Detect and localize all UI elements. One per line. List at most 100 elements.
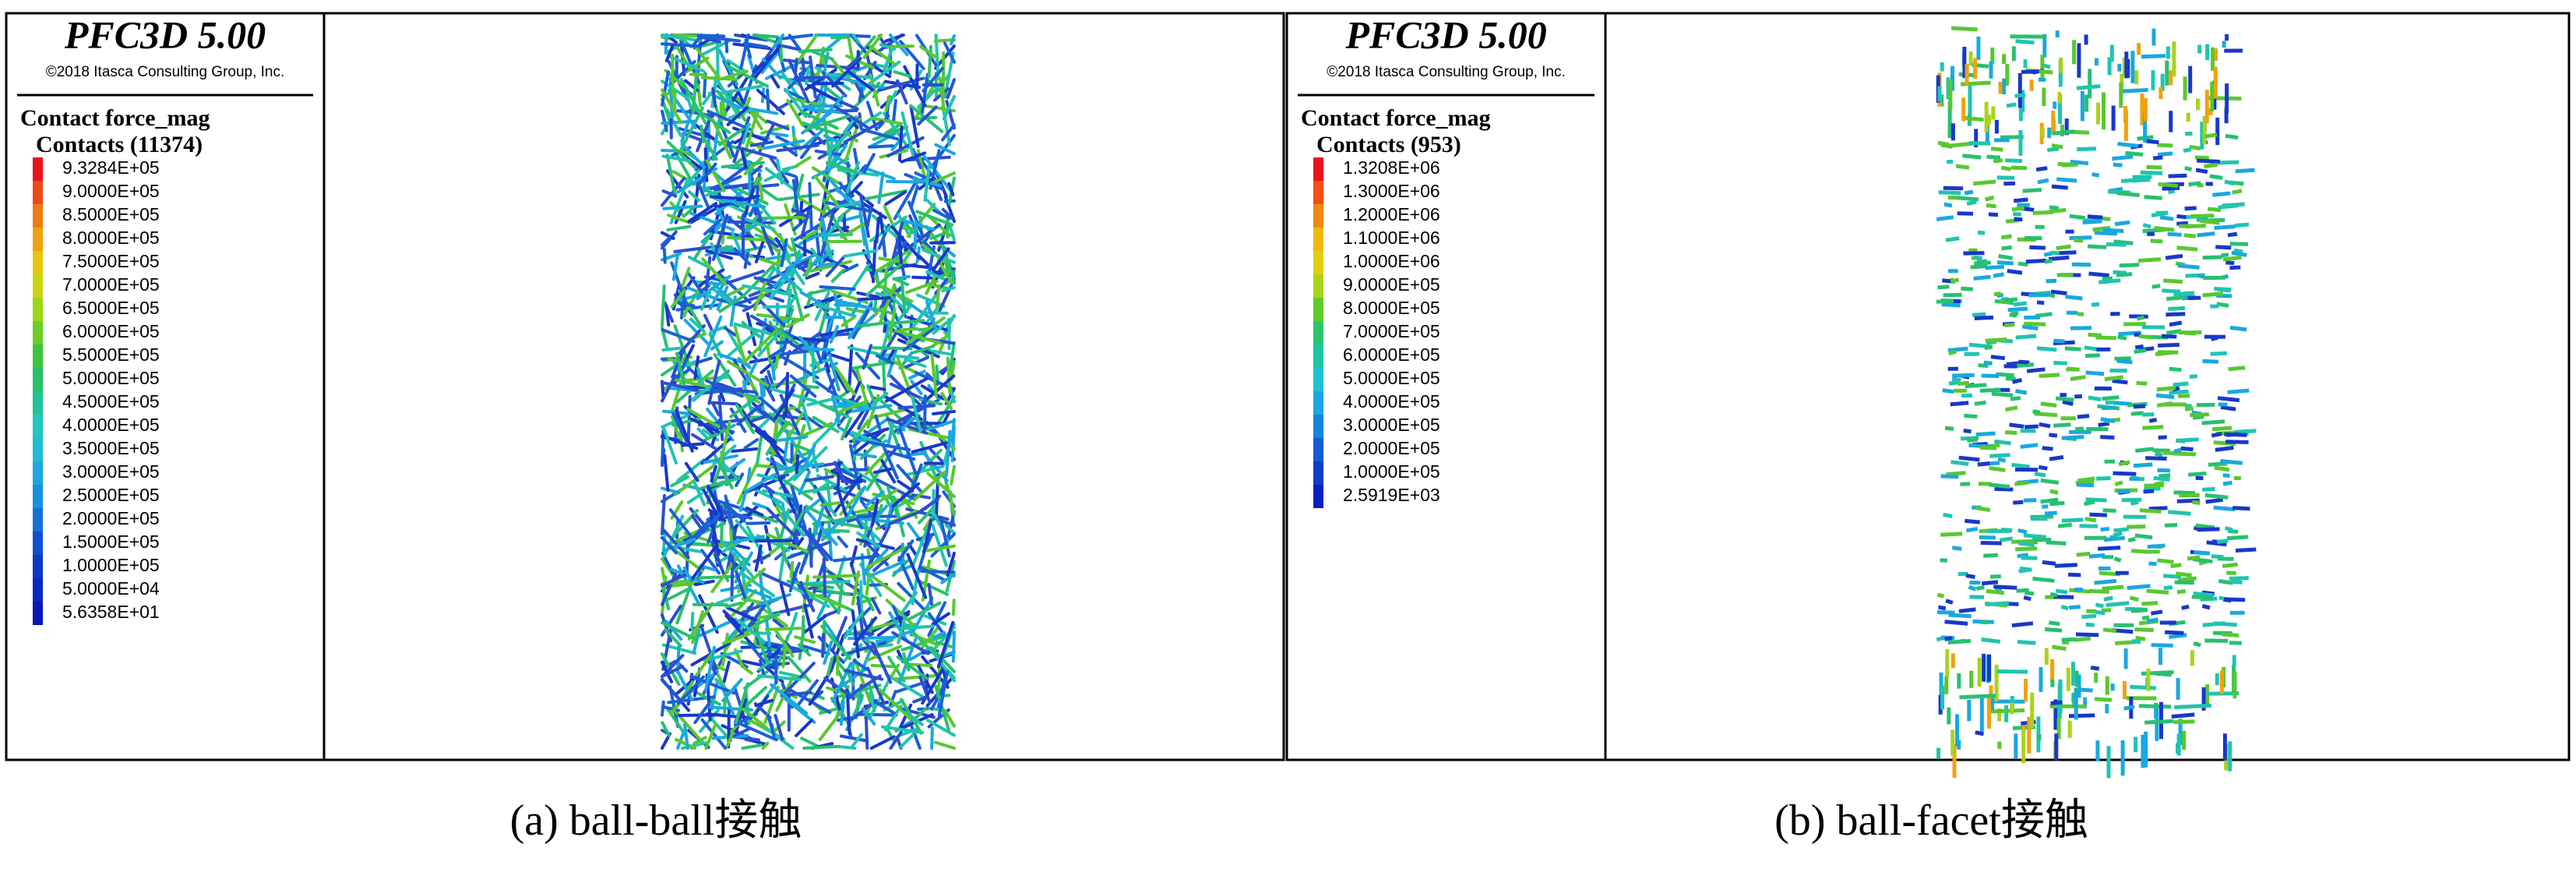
facet-contact xyxy=(2159,215,2174,221)
facet-contact xyxy=(1964,413,1978,419)
contact xyxy=(871,498,879,526)
facet-contact xyxy=(2135,635,2146,641)
contact xyxy=(707,359,721,405)
contact xyxy=(661,381,700,392)
contact xyxy=(800,397,812,431)
legend-swatch xyxy=(33,391,43,415)
contact xyxy=(820,217,829,242)
facet-contact xyxy=(2056,244,2072,251)
facet-contact xyxy=(1974,315,1994,320)
contact xyxy=(837,535,848,549)
contact xyxy=(750,314,777,332)
contact xyxy=(875,217,880,244)
contact xyxy=(895,262,935,270)
facet-contact xyxy=(1965,573,1975,579)
legend-swatch xyxy=(33,555,43,578)
facet-contact xyxy=(2229,242,2249,246)
contact xyxy=(694,579,715,587)
legend-label: 8.5000E+05 xyxy=(62,204,160,224)
legend-label: 1.3000E+06 xyxy=(1343,181,1440,201)
facet-contact xyxy=(2076,551,2091,557)
contact xyxy=(679,267,691,292)
facet-contact xyxy=(2209,174,2223,180)
facet-contact xyxy=(2141,615,2150,620)
contact xyxy=(805,271,820,280)
contact xyxy=(813,175,840,207)
contact xyxy=(789,374,817,398)
legend-swatch xyxy=(33,251,43,274)
facet-contact xyxy=(2025,258,2047,264)
contact xyxy=(882,359,886,399)
facet-contact xyxy=(1981,638,2001,644)
contact xyxy=(942,94,956,121)
contact xyxy=(932,247,950,270)
facet-contact xyxy=(1947,346,1968,353)
contact xyxy=(805,504,844,527)
facet-contact xyxy=(2054,563,2077,568)
facet-contact xyxy=(2087,244,2107,249)
contact xyxy=(794,635,816,645)
facet-contact xyxy=(1972,179,1996,186)
contact xyxy=(661,374,677,403)
legend-swatch xyxy=(33,461,43,485)
facet-contact xyxy=(2088,395,2102,402)
contact xyxy=(911,396,922,433)
facet-contact xyxy=(2009,422,2025,429)
facet-contact xyxy=(2013,212,2022,217)
contact xyxy=(743,438,759,450)
contact xyxy=(879,43,897,51)
contact xyxy=(943,708,956,728)
facet-contact xyxy=(2155,350,2175,357)
contact xyxy=(839,700,845,726)
legend-swatch xyxy=(33,415,43,438)
legend-label: 5.0000E+05 xyxy=(1343,368,1440,388)
contact xyxy=(838,521,872,531)
contact xyxy=(689,72,707,76)
contact xyxy=(826,298,843,333)
contact xyxy=(800,736,819,747)
contact xyxy=(717,387,756,394)
legend-swatch xyxy=(1313,228,1323,251)
facet-contact xyxy=(2102,585,2124,591)
contact xyxy=(865,450,889,475)
facet-contact xyxy=(2050,289,2067,295)
facet-contact xyxy=(2049,205,2060,210)
facet-contact xyxy=(1988,212,1999,217)
contact xyxy=(768,346,787,358)
contact xyxy=(774,388,795,421)
contact xyxy=(919,498,939,512)
contact xyxy=(761,724,795,750)
contact xyxy=(681,442,705,447)
contact xyxy=(735,472,745,487)
contact xyxy=(862,165,896,181)
contact xyxy=(724,601,743,609)
facet-contact xyxy=(2169,633,2187,639)
facet-contact xyxy=(2222,202,2245,208)
facet-contact xyxy=(1989,482,2010,489)
contact xyxy=(725,64,770,88)
contact xyxy=(710,464,717,482)
contact xyxy=(843,249,878,258)
facet-contact xyxy=(1975,506,1991,512)
contact xyxy=(798,643,812,657)
facet-contact xyxy=(2195,523,2215,530)
contact xyxy=(929,648,956,683)
contact xyxy=(869,73,880,107)
contact xyxy=(864,189,908,201)
contact xyxy=(747,350,759,362)
contact xyxy=(854,689,862,719)
facet-contact xyxy=(1966,200,1977,206)
contact xyxy=(675,585,692,625)
facet-contact xyxy=(2157,151,2173,157)
facet-contact xyxy=(1989,453,2010,458)
legend-label: 6.0000E+05 xyxy=(62,321,160,341)
facet-contact xyxy=(2148,417,2158,423)
contact xyxy=(721,632,729,667)
facet-contact xyxy=(2211,432,2222,438)
contact xyxy=(756,313,802,322)
contact xyxy=(848,687,862,700)
facet-contact xyxy=(1968,141,1991,146)
contact xyxy=(914,577,950,596)
facet-contact xyxy=(1949,141,1973,148)
facet-contact xyxy=(1961,286,1974,291)
